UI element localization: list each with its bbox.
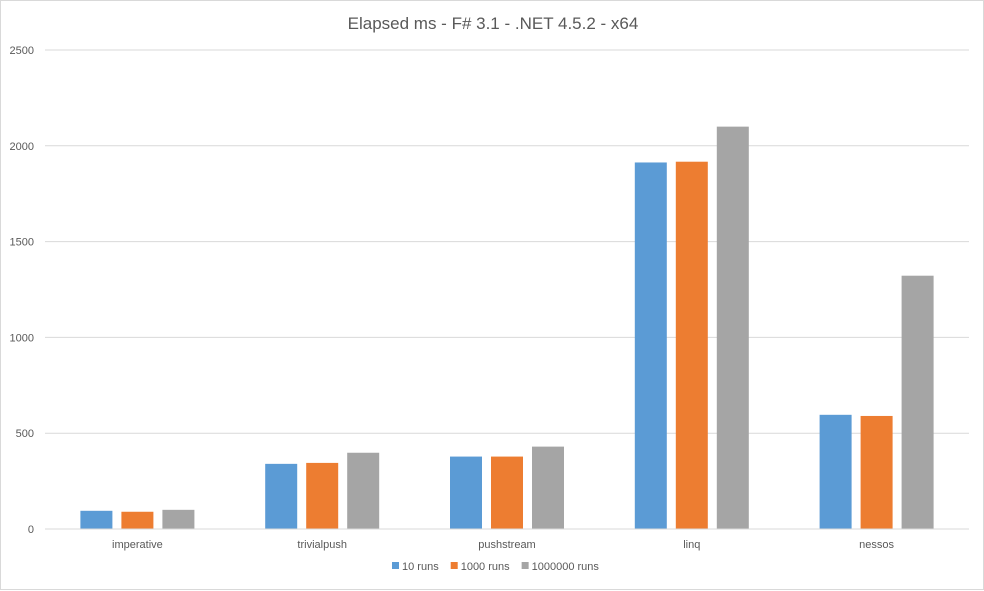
x-category-label: nessos <box>859 539 894 551</box>
bars <box>80 126 934 530</box>
bar <box>121 511 154 529</box>
bar <box>162 509 195 529</box>
bar <box>819 414 852 529</box>
y-tick-label: 0 <box>28 524 34 536</box>
bar <box>80 510 113 529</box>
y-tick-label: 2500 <box>10 45 34 57</box>
legend-entry: 10 runs <box>402 561 439 573</box>
x-category-label: linq <box>683 539 700 551</box>
bar <box>450 456 482 529</box>
bar <box>860 415 893 529</box>
y-tick-label: 500 <box>16 428 34 440</box>
bar <box>901 275 934 529</box>
bar <box>716 126 749 529</box>
bar <box>532 446 564 529</box>
bar <box>306 462 339 529</box>
x-category-label: imperative <box>112 539 163 551</box>
x-category-label: pushstream <box>478 539 535 551</box>
bar <box>634 162 667 530</box>
x-category-label: trivialpush <box>297 539 347 551</box>
bar <box>675 161 708 529</box>
bar <box>347 452 380 529</box>
gridlines <box>45 49 969 434</box>
y-tick-label: 2000 <box>10 141 34 153</box>
y-axis-ticks: 0 500 1000 1500 2000 2500 <box>10 45 34 536</box>
x-axis-categories: imperative trivialpush pushstream linq nesso… <box>112 539 894 551</box>
legend-swatch <box>521 562 529 569</box>
y-tick-label: 1000 <box>10 332 34 344</box>
legend-swatch <box>450 562 458 569</box>
bar <box>265 463 298 529</box>
chart-title: Elapsed ms - F# 3.1 - .NET 4.5.2 - x64 <box>348 14 639 33</box>
y-tick-label: 1500 <box>10 237 34 249</box>
bar <box>491 456 523 529</box>
legend-entry: 1000000 runs <box>532 561 600 573</box>
legend-swatch <box>392 562 399 569</box>
legend: 10 runs 1000 runs 1000000 runs <box>392 561 599 573</box>
legend-entry: 1000 runs <box>461 561 510 573</box>
